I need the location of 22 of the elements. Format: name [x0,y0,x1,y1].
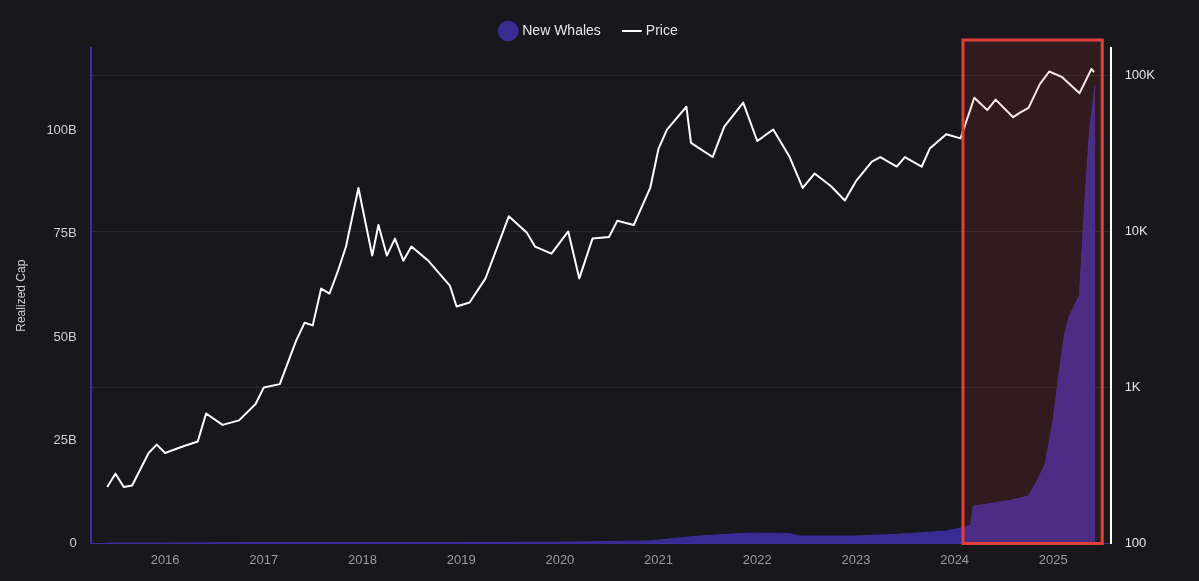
x-tick-label: 2020 [545,551,575,567]
legend-label: Price [645,21,678,38]
x-tick-label: 2022 [742,551,772,567]
y-tick-label: 50B [53,328,77,344]
legend-label: New Whales [522,21,601,38]
y2-tick-label: 10K [1124,223,1149,239]
x-tick-label: 2018 [348,551,377,567]
x-tick-label: 2016 [150,551,180,567]
x-tick-label: 2024 [940,551,970,567]
x-tick-label: 2021 [644,551,674,567]
x-tick-label: 2025 [1038,551,1068,567]
x-tick-label: 2019 [446,551,476,567]
y-tick-label: 25B [53,431,77,447]
y-tick-label: 100B [46,122,77,138]
x-tick-label: 2017 [249,551,279,567]
y2-tick-label: 1K [1124,379,1141,394]
y-tick-label: 0 [69,534,77,550]
y2-tick-label: 100 [1124,534,1147,550]
y-tick-label: 75B [53,225,77,241]
y2-tick-label: 100K [1124,67,1156,83]
x-tick-label: 2023 [841,551,871,567]
y-axis-title: Realized Cap [13,259,28,332]
